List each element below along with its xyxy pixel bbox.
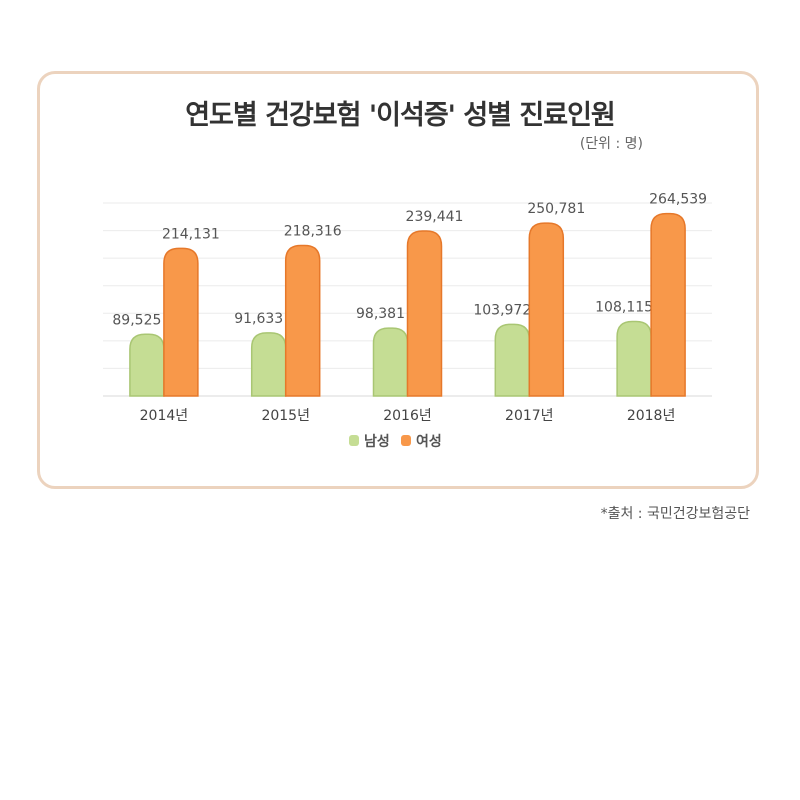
x-tick-label: 2014년 <box>140 408 189 424</box>
unit-label: (단위 : 명) <box>579 136 643 152</box>
chart-card <box>37 71 759 489</box>
bar-female-4 <box>650 212 686 397</box>
bar-male-0 <box>129 333 165 397</box>
bar-male-1 <box>250 332 287 397</box>
x-tick-label: 2018년 <box>627 408 676 424</box>
bar-female-1 <box>284 244 321 397</box>
x-tick-label: 2015년 <box>261 408 310 424</box>
bar-male-4 <box>616 320 652 397</box>
data-label-male-0: 89,525 <box>112 312 161 328</box>
data-label-female-1: 218,316 <box>284 224 342 240</box>
bar-male-2 <box>372 327 409 397</box>
legend-swatch-0 <box>349 435 359 446</box>
data-label-male-3: 103,972 <box>473 302 531 318</box>
bar-male-3 <box>494 323 531 397</box>
data-label-female-2: 239,441 <box>406 209 464 225</box>
data-label-female-4: 264,539 <box>649 192 707 208</box>
bar-female-2 <box>406 230 443 397</box>
x-tick-label: 2016년 <box>383 408 432 424</box>
x-tick-label: 2017년 <box>505 408 554 424</box>
data-label-male-2: 98,381 <box>356 306 405 322</box>
legend-label-0: 남성 <box>364 433 390 450</box>
data-label-male-4: 108,115 <box>595 299 653 315</box>
bar-female-0 <box>163 247 199 397</box>
data-label-female-3: 250,781 <box>527 201 585 217</box>
chart-title: 연도별 건강보험 '이석증' 성별 진료인원 <box>185 100 616 131</box>
data-label-male-1: 91,633 <box>234 311 283 327</box>
legend-swatch-1 <box>401 435 411 446</box>
source-note: *출처 : 국민건강보험공단 <box>600 506 750 522</box>
legend-label-1: 여성 <box>416 433 442 450</box>
bar-female-3 <box>528 222 565 397</box>
data-label-female-0: 214,131 <box>162 226 220 242</box>
